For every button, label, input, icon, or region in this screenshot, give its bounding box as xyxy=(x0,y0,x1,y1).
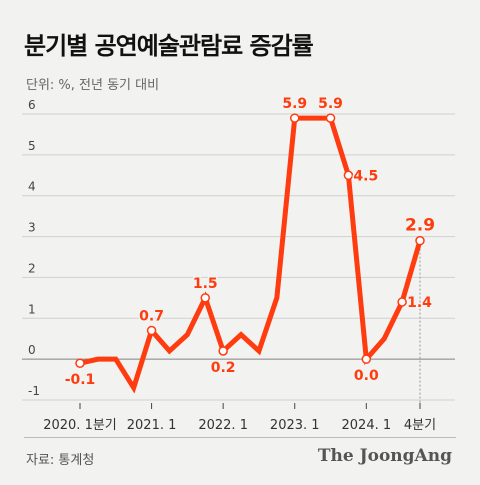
y-tick-label: 6 xyxy=(28,98,36,112)
y-tick-label: 5 xyxy=(28,139,36,153)
y-tick-label: 1 xyxy=(28,302,36,316)
chart-title: 분기별 공연예술관람료 증감률 xyxy=(24,32,314,60)
data-point-marker xyxy=(218,346,228,356)
series-layer xyxy=(79,115,423,394)
x-axis-ticks: 2020. 1분기 2021. 1 2022. 1 2023. 1 2024. 1 4분기 xyxy=(43,403,436,433)
x-tick-label: 4분기 xyxy=(404,418,436,433)
data-label: 2.9 xyxy=(405,216,435,236)
y-tick-label: 4 xyxy=(28,180,36,194)
data-label: 1.5 xyxy=(193,276,218,292)
x-tick-label: 2023. 1 xyxy=(270,418,320,433)
data-point-marker xyxy=(75,358,85,368)
y-tick-label: 3 xyxy=(28,221,36,235)
y-tick-label: -1 xyxy=(28,384,40,398)
data-label: 0.2 xyxy=(211,360,236,376)
data-point-marker xyxy=(361,354,372,364)
y-tick-label: 2 xyxy=(28,261,36,275)
series-line xyxy=(79,115,423,394)
data-label: 1.4 xyxy=(407,295,432,311)
x-tick-label: 2020. 1분기 xyxy=(43,418,117,433)
data-point-marker xyxy=(397,297,407,307)
data-label: 4.5 xyxy=(353,168,378,184)
data-label: 0.0 xyxy=(354,368,379,384)
x-tick-label: 2024. 1 xyxy=(342,418,392,433)
y-tick-label: 0 xyxy=(28,343,36,357)
data-label: 5.9 xyxy=(282,96,307,112)
data-label: 5.9 xyxy=(318,96,343,112)
data-point-marker xyxy=(343,170,354,181)
data-point-marker xyxy=(325,113,336,123)
footer-divider xyxy=(24,437,456,438)
x-tick-label: 2022. 1 xyxy=(198,418,248,433)
data-point-marker xyxy=(200,293,211,303)
data-labels: -0.1 0.7 1.5 0.2 5.9 5.9 4.5 0.0 1.4 2.9 xyxy=(63,95,436,390)
x-tick-label: 2021. 1 xyxy=(127,418,177,433)
unit-note: 단위: %, 전년 동기 대비 xyxy=(26,78,160,93)
data-point-marker xyxy=(415,235,425,246)
data-label: 0.7 xyxy=(139,309,164,325)
source-note: 자료: 통계청 xyxy=(26,453,95,468)
data-label: -0.1 xyxy=(65,372,96,388)
publisher-logo: The JoongAng xyxy=(317,446,452,466)
y-axis-ticks: 6 5 4 3 2 1 0 -1 xyxy=(28,98,40,398)
data-point-marker xyxy=(146,325,157,336)
data-point-marker xyxy=(289,113,300,123)
